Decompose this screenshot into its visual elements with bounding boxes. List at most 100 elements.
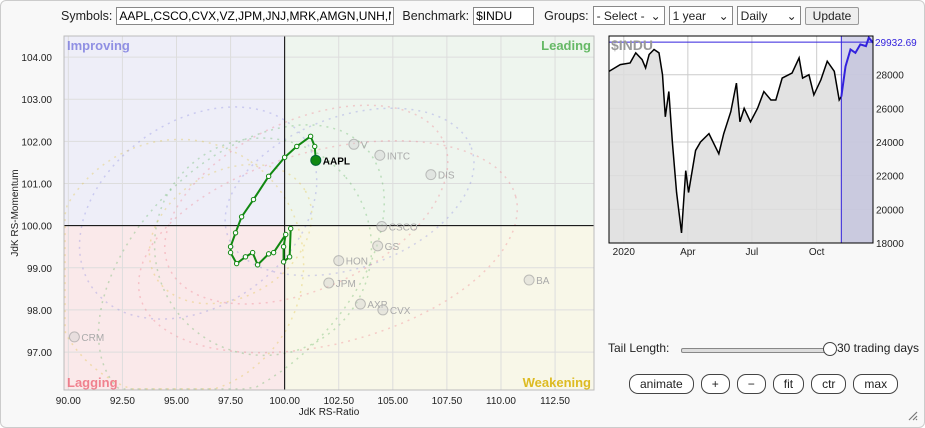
tail-length-label: Tail Length: bbox=[608, 341, 670, 355]
symbol-head-ba bbox=[523, 274, 535, 286]
aapl-tail-point bbox=[238, 214, 245, 220]
symbol-head-dis bbox=[425, 169, 437, 181]
x-tick-label: 100.00 bbox=[269, 396, 300, 407]
aapl-tail-point bbox=[265, 173, 272, 180]
benchmark-chart: 28000 26000 24000 22000 20000 18000 2020 Apr Jul… bbox=[608, 35, 917, 258]
rrg-chart[interactable]: 90.00 92.50 95.00 97.50 100.00 102.50 105.00 10… bbox=[1, 29, 601, 427]
symbol-label: V bbox=[361, 140, 368, 151]
symbol-head-jpm bbox=[323, 277, 335, 289]
last-value-label: 29932.69 bbox=[875, 38, 917, 49]
aapl-tail-point bbox=[227, 244, 234, 250]
x-tick-label: Jul bbox=[746, 247, 759, 258]
y-tick-label: 24000 bbox=[876, 138, 904, 149]
symbol-label: CRM bbox=[81, 333, 104, 344]
price-line-highlight bbox=[840, 35, 874, 97]
symbol-label: BA bbox=[536, 276, 550, 287]
y-tick-label: 98.00 bbox=[27, 306, 52, 317]
x-tick-label: 105.00 bbox=[378, 396, 409, 407]
price-line bbox=[608, 48, 842, 233]
aapl-tail-point bbox=[250, 196, 257, 203]
symbol-label: AXP bbox=[367, 300, 387, 311]
frequency-value: Daily bbox=[740, 8, 768, 23]
x-tick-label: 110.00 bbox=[486, 396, 516, 407]
symbols-input[interactable] bbox=[116, 6, 395, 25]
symbol-head-axp bbox=[354, 298, 366, 310]
price-area bbox=[609, 37, 873, 244]
zoom-in-button[interactable]: + bbox=[700, 374, 730, 394]
improving-label: Improving bbox=[67, 38, 130, 53]
x-tick-label: Oct bbox=[809, 247, 825, 258]
x-tick-label: 102.50 bbox=[323, 396, 354, 407]
aapl-tail-point bbox=[249, 249, 256, 256]
symbol-head-gs bbox=[372, 240, 384, 252]
lagging-quadrant bbox=[64, 225, 285, 390]
benchmark-title: $INDU bbox=[611, 37, 653, 53]
aapl-tail-point bbox=[286, 254, 293, 260]
x-tick-label: 2020 bbox=[613, 247, 636, 258]
center-button[interactable]: ctr bbox=[811, 374, 847, 394]
leading-quadrant bbox=[284, 36, 594, 226]
y-tick-label: 26000 bbox=[876, 104, 904, 115]
aapl-tail-point bbox=[280, 259, 287, 265]
faint-tail bbox=[153, 137, 373, 357]
aapl-tail-point bbox=[233, 260, 240, 267]
faint-tail bbox=[64, 138, 305, 390]
y-tick-label: 103.00 bbox=[21, 95, 52, 106]
x-tick-label: 107.50 bbox=[432, 396, 463, 407]
chart-border bbox=[608, 35, 874, 244]
resize-grip-icon[interactable] bbox=[906, 409, 918, 421]
symbol-label: CSCO bbox=[389, 222, 418, 233]
y-tick-label: 18000 bbox=[876, 239, 904, 250]
benchmark-input[interactable] bbox=[473, 6, 535, 25]
max-button[interactable]: max bbox=[853, 374, 899, 394]
aapl-tail-point bbox=[281, 154, 288, 161]
symbol-label: INTC bbox=[387, 151, 410, 162]
period-value: 1 year bbox=[672, 8, 707, 23]
aapl-label: AAPL bbox=[323, 156, 350, 167]
symbol-head-crm bbox=[68, 331, 80, 343]
chevron-down-icon: ⌄ bbox=[786, 8, 797, 23]
tail-length-slider-handle[interactable] bbox=[823, 342, 837, 356]
tail-length-slider[interactable] bbox=[681, 348, 833, 353]
symbol-label: HON bbox=[346, 257, 368, 268]
aapl-tail-point bbox=[280, 244, 287, 250]
groups-select[interactable]: - Select - ⌄ bbox=[592, 6, 665, 25]
lagging-label: Lagging bbox=[67, 375, 118, 390]
x-tick-label: 92.50 bbox=[110, 396, 135, 407]
leading-label: Leading bbox=[541, 38, 591, 53]
aapl-tail-point bbox=[270, 249, 277, 256]
symbol-head-intc bbox=[374, 149, 386, 161]
period-select[interactable]: 1 year ⌄ bbox=[668, 6, 733, 25]
tail-length-value: 30 trading days bbox=[837, 341, 920, 355]
fit-button[interactable]: fit bbox=[772, 374, 805, 394]
chart-buttons: animate + − fit ctr max bbox=[629, 374, 899, 394]
y-tick-label: 20000 bbox=[876, 205, 904, 216]
frequency-select[interactable]: Daily ⌄ bbox=[736, 6, 801, 25]
groups-value: - Select - bbox=[596, 8, 645, 23]
faint-tail bbox=[78, 106, 318, 320]
chevron-down-icon: ⌄ bbox=[650, 8, 661, 23]
weakening-quadrant bbox=[284, 225, 594, 390]
zoom-out-button[interactable]: − bbox=[736, 374, 766, 394]
symbol-label: CVX bbox=[390, 306, 411, 317]
aapl-tail-point bbox=[288, 225, 294, 232]
symbol-head-v bbox=[348, 138, 360, 150]
animate-button[interactable]: animate bbox=[629, 374, 694, 394]
aapl-tail-point bbox=[265, 251, 272, 257]
symbol-head-csco bbox=[376, 220, 388, 232]
aapl-tail-point bbox=[242, 254, 249, 260]
aapl-head bbox=[310, 154, 322, 166]
faint-tail bbox=[224, 107, 475, 277]
update-button[interactable]: Update bbox=[804, 6, 860, 25]
chevron-down-icon: ⌄ bbox=[718, 8, 729, 23]
symbol-label: JPM bbox=[336, 279, 356, 290]
symbols-label: Symbols: bbox=[61, 8, 113, 23]
y-tick-label: 101.00 bbox=[21, 180, 52, 191]
symbol-label: DIS bbox=[438, 171, 455, 182]
aapl-tail bbox=[229, 134, 317, 267]
x-tick-label: 112.50 bbox=[540, 396, 570, 407]
benchmark-label: Benchmark: bbox=[402, 8, 470, 23]
y-tick-label: 99.00 bbox=[27, 264, 52, 275]
x-axis-label: JdK RS-Ratio bbox=[299, 407, 360, 418]
y-tick-label: 28000 bbox=[876, 71, 904, 82]
